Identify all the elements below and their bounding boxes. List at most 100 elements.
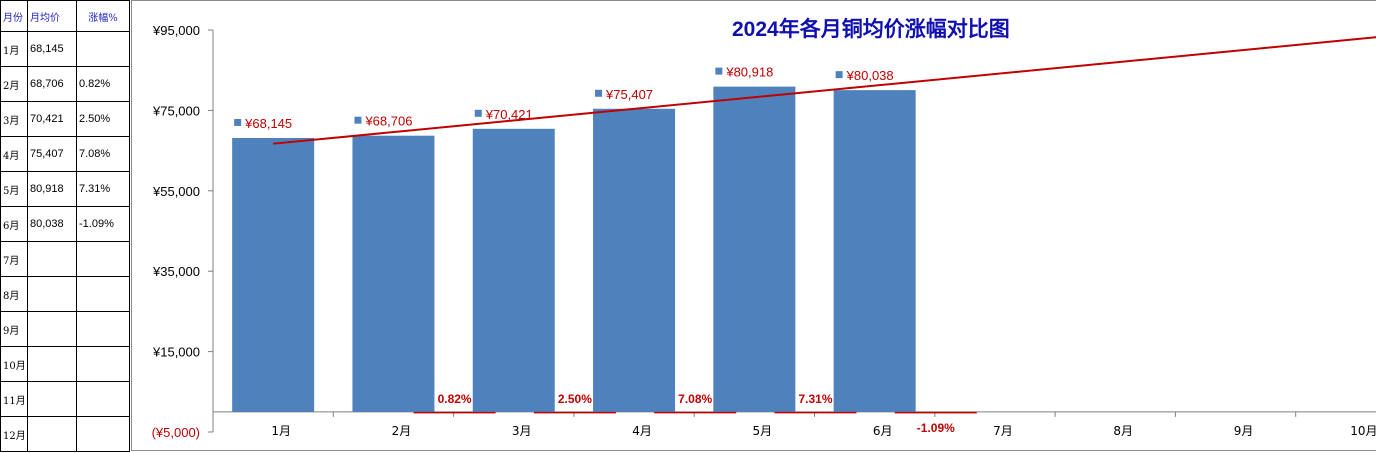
chart-title: 2024年各月铜均价涨幅对比图	[732, 18, 1010, 41]
table-row: 12月	[0, 416, 130, 452]
x-tick-label: 6月	[873, 424, 893, 438]
cell-change[interactable]	[76, 276, 130, 312]
price-bar	[352, 135, 435, 412]
change-data-label: -1.09%	[917, 421, 955, 435]
change-bar	[413, 411, 496, 414]
data-label-marker	[354, 116, 362, 124]
data-label-marker	[595, 89, 603, 97]
cell-price[interactable]: 68,706	[27, 66, 77, 102]
table-row: 4月 75,407 7.08%	[0, 136, 130, 172]
cell-price[interactable]	[27, 276, 77, 312]
cell-month[interactable]: 6月	[0, 206, 28, 242]
change-data-label: 2.50%	[558, 392, 592, 406]
table-row: 2月 68,706 0.82%	[0, 66, 130, 102]
cell-change[interactable]: 7.08%	[76, 136, 130, 172]
change-data-label: 0.82%	[438, 392, 472, 406]
cell-price[interactable]	[27, 346, 77, 382]
cell-price[interactable]	[27, 311, 77, 347]
change-data-label: 7.08%	[678, 392, 712, 406]
cell-month[interactable]: 1月	[0, 31, 28, 67]
x-tick-label: 8月	[1113, 424, 1133, 438]
table-row: 11月	[0, 381, 130, 417]
price-bar	[833, 90, 916, 412]
price-bar	[593, 108, 676, 412]
price-table-grid: 月份 月均价 涨幅% 1月 68,145 2月 68,706 0.82% 3月 70,421…	[0, 0, 130, 452]
cell-change[interactable]	[76, 311, 130, 347]
copper-price-chart: 2024年各月铜均价涨幅对比图 ¥95,000 ¥75,000 ¥55,000 ¥35…	[131, 0, 1376, 451]
price-bar	[713, 86, 796, 412]
cell-change[interactable]	[76, 381, 130, 417]
table-header-row: 月份 月均价 涨幅%	[0, 0, 130, 32]
cell-month[interactable]: 9月	[0, 311, 28, 347]
change-bar	[654, 411, 737, 414]
cell-month[interactable]: 4月	[0, 136, 28, 172]
cell-month[interactable]: 12月	[0, 416, 28, 452]
cell-month[interactable]: 3月	[0, 101, 28, 137]
y-tick-label: (¥5,000)	[152, 425, 200, 440]
x-tick-label: 3月	[512, 424, 532, 438]
cell-price[interactable]	[27, 381, 77, 417]
price-data-label: ¥68,145	[244, 116, 292, 131]
cell-price[interactable]: 80,918	[27, 171, 77, 207]
x-tick-label: 5月	[753, 424, 773, 438]
y-tick-label: ¥15,000	[152, 345, 200, 360]
change-data-label: 7.31%	[798, 392, 832, 406]
price-data-label: ¥80,918	[725, 65, 773, 80]
price-data-label: ¥70,421	[485, 107, 533, 122]
price-bar	[472, 128, 555, 412]
x-tick-label: 9月	[1234, 424, 1254, 438]
x-tick-label: 7月	[993, 424, 1013, 438]
cell-month[interactable]: 2月	[0, 66, 28, 102]
price-table: 月份 月均价 涨幅% 1月 68,145 2月 68,706 0.82% 3月 70,421…	[0, 0, 130, 453]
cell-month[interactable]: 5月	[0, 171, 28, 207]
table-row: 10月	[0, 346, 130, 382]
cell-change[interactable]: 7.31%	[76, 171, 130, 207]
data-label-marker	[234, 118, 242, 126]
header-month[interactable]: 月份	[0, 0, 28, 32]
data-label-marker	[835, 71, 843, 79]
table-row: 7月	[0, 241, 130, 277]
table-row: 8月	[0, 276, 130, 312]
x-tick-label: 2月	[392, 424, 412, 438]
cell-change[interactable]	[76, 416, 130, 452]
cell-month[interactable]: 8月	[0, 276, 28, 312]
y-tick-label: ¥35,000	[152, 264, 200, 279]
table-row: 3月 70,421 2.50%	[0, 101, 130, 137]
cell-price[interactable]	[27, 416, 77, 452]
table-row: 1月 68,145	[0, 31, 130, 67]
change-bar	[894, 411, 977, 414]
price-data-label: ¥80,038	[846, 68, 894, 83]
trend-line	[273, 36, 1376, 145]
cell-change[interactable]	[76, 31, 130, 67]
cell-change[interactable]: -1.09%	[76, 206, 130, 242]
change-bar	[774, 411, 857, 414]
table-row: 9月	[0, 311, 130, 347]
cell-price[interactable]: 70,421	[27, 101, 77, 137]
y-tick-label: ¥55,000	[152, 184, 200, 199]
cell-price[interactable]	[27, 241, 77, 277]
cell-month[interactable]: 11月	[0, 381, 28, 417]
x-tick-label: 1月	[271, 424, 291, 438]
table-row: 6月 80,038 -1.09%	[0, 206, 130, 242]
cell-price[interactable]: 75,407	[27, 136, 77, 172]
cell-change[interactable]: 0.82%	[76, 66, 130, 102]
change-bar	[533, 411, 616, 414]
y-tick-label: ¥75,000	[152, 103, 200, 118]
cell-change[interactable]	[76, 346, 130, 382]
price-data-label: ¥68,706	[364, 114, 412, 129]
y-tick-label: ¥95,000	[152, 23, 200, 38]
cell-price[interactable]: 80,038	[27, 206, 77, 242]
price-bar	[232, 137, 315, 412]
cell-month[interactable]: 10月	[0, 346, 28, 382]
header-price[interactable]: 月均价	[27, 0, 77, 32]
cell-change[interactable]: 2.50%	[76, 101, 130, 137]
cell-change[interactable]	[76, 241, 130, 277]
table-row: 5月 80,918 7.31%	[0, 171, 130, 207]
cell-month[interactable]: 7月	[0, 241, 28, 277]
x-tick-label: 4月	[632, 424, 652, 438]
cell-price[interactable]: 68,145	[27, 31, 77, 67]
chart-plot: ¥95,000 ¥75,000 ¥55,000 ¥35,000 ¥15,000 (¥5,0…	[152, 23, 1376, 440]
price-data-label: ¥75,407	[605, 87, 653, 102]
header-change[interactable]: 涨幅%	[76, 0, 130, 32]
data-label-marker	[715, 67, 723, 75]
